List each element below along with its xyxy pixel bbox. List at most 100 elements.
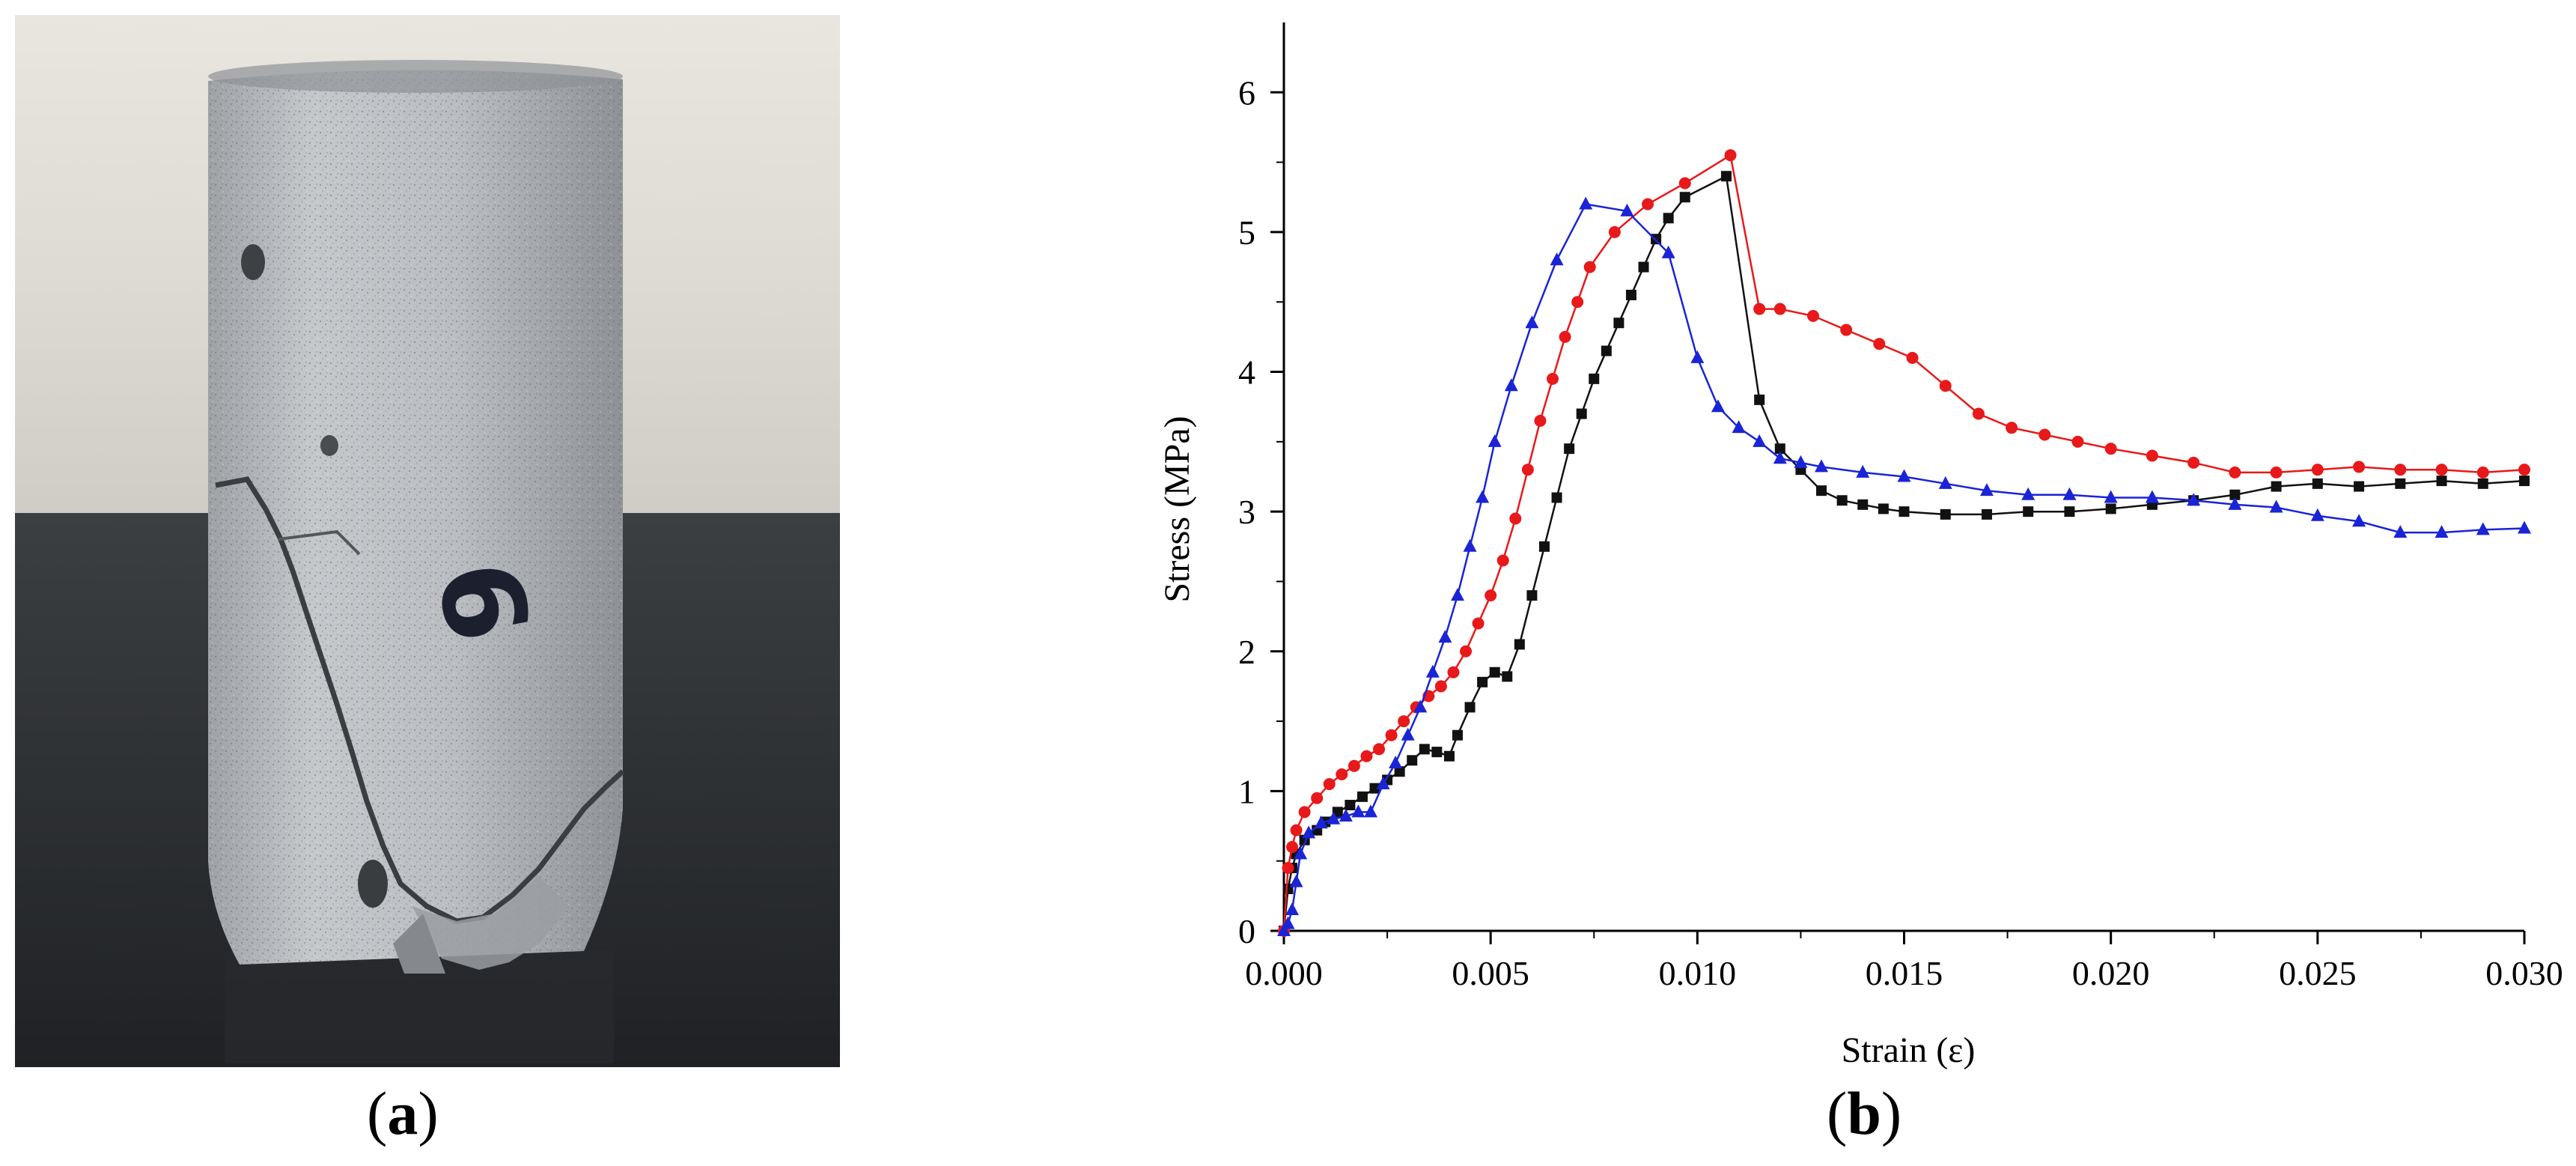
- data-point: [1302, 825, 1316, 839]
- data-point: [1806, 309, 1819, 322]
- data-point: [1345, 800, 1356, 811]
- data-point: [1419, 744, 1430, 755]
- data-point: [2476, 466, 2489, 479]
- data-point: [2062, 487, 2077, 500]
- pore-hole: [241, 244, 265, 280]
- data-point: [1434, 680, 1447, 693]
- data-point: [1940, 508, 1951, 520]
- data-point: [1336, 768, 1348, 780]
- data-point: [2354, 481, 2365, 492]
- data-point: [1311, 792, 1324, 804]
- data-point: [1477, 676, 1488, 687]
- data-point: [1363, 804, 1377, 818]
- x-tick-label: 0.030: [2485, 954, 2563, 992]
- data-point: [1661, 245, 1675, 258]
- data-point: [1360, 750, 1373, 762]
- data-point: [2352, 514, 2366, 527]
- data-point: [1285, 902, 1300, 916]
- data-point: [2395, 478, 2406, 489]
- data-point: [2394, 464, 2407, 476]
- data-point: [1576, 408, 1587, 419]
- data-point: [1463, 538, 1477, 552]
- data-point: [1638, 261, 1649, 273]
- series-blue-triangles: [1277, 196, 2531, 936]
- data-point: [1794, 455, 1808, 468]
- data-point: [1815, 459, 1829, 473]
- data-point: [2187, 493, 2201, 506]
- data-point: [1485, 589, 1497, 602]
- data-point: [2435, 525, 2449, 538]
- data-point: [1294, 846, 1308, 860]
- data-point: [2271, 481, 2282, 492]
- data-point: [2229, 489, 2241, 500]
- data-point: [1856, 464, 1870, 478]
- data-point: [1663, 213, 1674, 224]
- data-point: [1583, 261, 1596, 273]
- data-point: [1690, 350, 1705, 363]
- data-point: [1938, 476, 1952, 489]
- data-point: [2310, 508, 2324, 521]
- data-point: [1496, 554, 1509, 567]
- data-point: [1286, 841, 1299, 854]
- data-point: [1489, 666, 1500, 678]
- data-point: [1720, 171, 1732, 182]
- data-point: [2518, 520, 2531, 534]
- data-point: [1981, 508, 1992, 520]
- y-tick-label: 0: [1238, 912, 1255, 950]
- y-axis-title: Stress (MPa): [1157, 416, 1197, 602]
- data-point: [1373, 743, 1386, 756]
- data-point: [1753, 303, 1766, 315]
- data-point: [1773, 303, 1786, 315]
- data-point: [2312, 478, 2323, 489]
- data-point: [1579, 196, 1593, 210]
- data-point: [1488, 434, 1502, 447]
- x-tick-label: 0.020: [2072, 954, 2150, 992]
- data-point: [1732, 420, 1746, 434]
- data-point: [1452, 729, 1463, 741]
- data-point: [1521, 464, 1534, 476]
- data-point: [1290, 824, 1303, 836]
- data-point: [1571, 296, 1584, 309]
- data-point: [1550, 252, 1564, 266]
- data-point: [1356, 791, 1368, 802]
- data-point: [1873, 338, 1886, 350]
- data-point: [1514, 639, 1525, 650]
- data-point: [1898, 506, 1910, 517]
- data-point: [2476, 522, 2490, 535]
- data-point: [1431, 747, 1443, 758]
- data-point: [1551, 492, 1562, 503]
- data-point: [1754, 394, 1765, 405]
- data-point: [1398, 715, 1410, 728]
- data-point: [1979, 483, 1994, 497]
- data-point: [1773, 451, 1787, 464]
- data-point: [2436, 476, 2447, 487]
- data-point: [1407, 755, 1418, 766]
- data-point: [1509, 512, 1522, 525]
- data-point: [1277, 923, 1291, 936]
- fracture-crack: [215, 476, 625, 924]
- data-point: [1425, 664, 1440, 678]
- data-point: [1369, 783, 1380, 794]
- series-line-blue-triangles: [1282, 203, 2525, 932]
- data-point: [2477, 478, 2488, 489]
- series-red-circles: [1278, 149, 2530, 937]
- data-point: [2519, 476, 2530, 487]
- panel-label-a: (a): [367, 1079, 439, 1147]
- data-point: [2311, 464, 2324, 476]
- data-point: [2104, 443, 2117, 455]
- series-line-black-squares: [1282, 174, 2525, 932]
- data-point: [1394, 766, 1405, 777]
- panel-label-b: (b): [1827, 1079, 1902, 1147]
- data-point: [2435, 464, 2448, 476]
- data-point: [1559, 330, 1571, 343]
- data-point: [1651, 234, 1662, 245]
- data-point: [1774, 443, 1785, 455]
- data-point: [2038, 428, 2051, 441]
- data-point: [1376, 777, 1390, 790]
- data-point: [1314, 816, 1328, 829]
- data-point: [1601, 345, 1612, 356]
- y-tick-label: 3: [1238, 493, 1255, 531]
- data-point: [1724, 149, 1737, 162]
- data-point: [1385, 729, 1398, 741]
- data-point: [1613, 318, 1625, 329]
